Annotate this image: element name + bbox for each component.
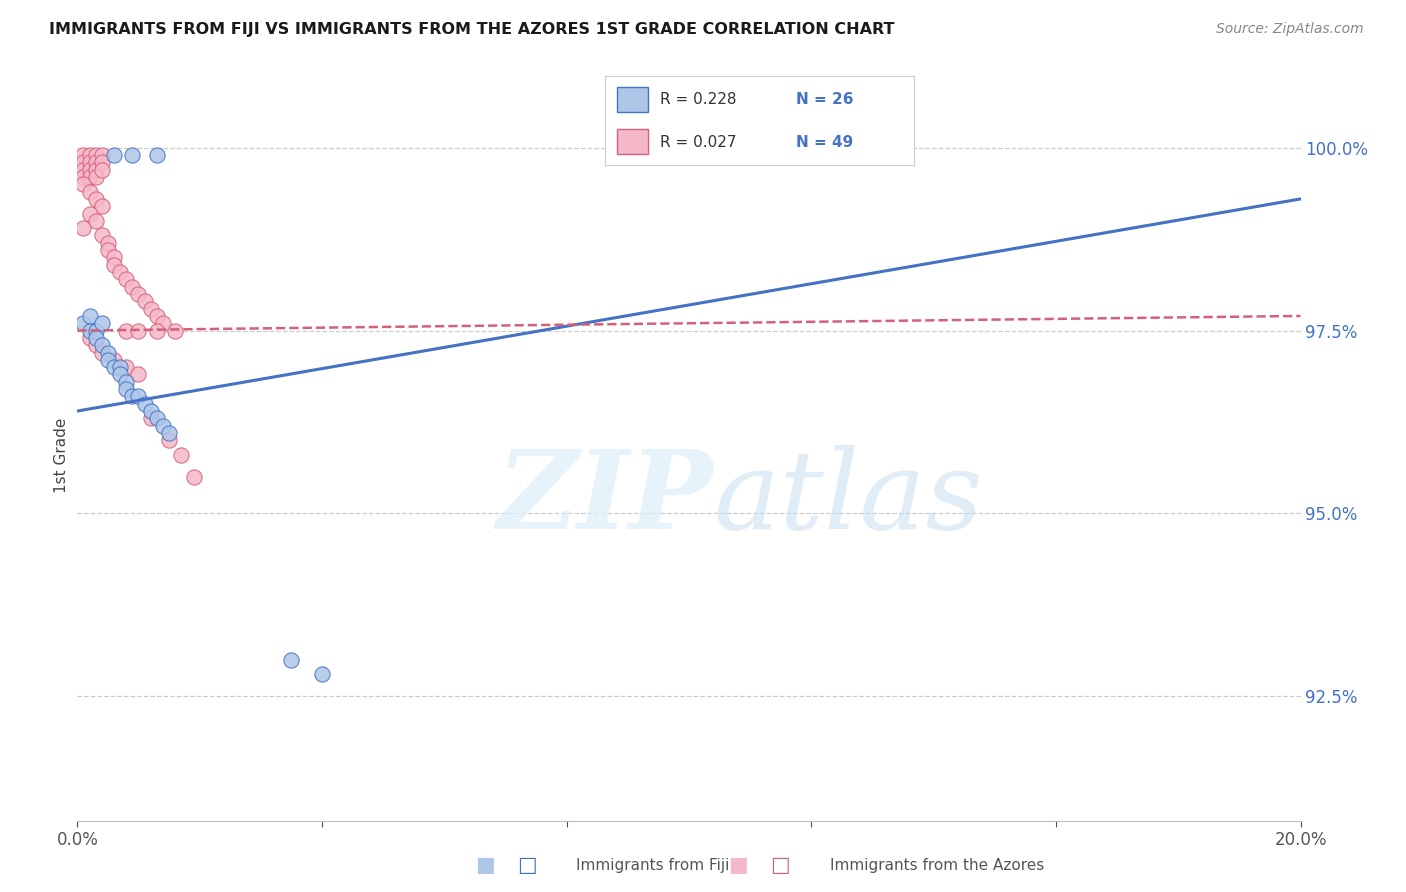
Text: N = 49: N = 49 — [796, 135, 853, 150]
Point — [146, 411, 169, 425]
Point — [108, 368, 131, 382]
Point — [72, 178, 94, 192]
Point — [121, 148, 143, 162]
Text: N = 26: N = 26 — [796, 92, 853, 107]
Point — [79, 169, 101, 184]
Point — [146, 148, 169, 162]
Point — [121, 279, 143, 293]
Point — [103, 251, 125, 265]
Point — [72, 162, 94, 177]
Point — [90, 316, 112, 330]
FancyBboxPatch shape — [617, 129, 648, 154]
Point — [157, 434, 180, 448]
Point — [152, 418, 174, 433]
Point — [115, 272, 138, 286]
Text: □: □ — [770, 855, 790, 875]
Text: ■: ■ — [475, 855, 495, 875]
Point — [128, 389, 150, 403]
Point — [90, 345, 112, 359]
Point — [103, 360, 125, 375]
Point — [72, 155, 94, 169]
Y-axis label: 1st Grade: 1st Grade — [53, 417, 69, 492]
Point — [72, 316, 94, 330]
Point — [103, 352, 125, 367]
Point — [97, 235, 120, 250]
Point — [115, 375, 138, 389]
Point — [72, 169, 94, 184]
Point — [97, 345, 120, 359]
Point — [84, 324, 107, 338]
Text: IMMIGRANTS FROM FIJI VS IMMIGRANTS FROM THE AZORES 1ST GRADE CORRELATION CHART: IMMIGRANTS FROM FIJI VS IMMIGRANTS FROM … — [49, 22, 894, 37]
Point — [157, 425, 180, 440]
Point — [72, 221, 94, 235]
Text: Immigrants from Fiji: Immigrants from Fiji — [576, 858, 730, 872]
Point — [90, 155, 112, 169]
Point — [103, 148, 125, 162]
Text: ■: ■ — [728, 855, 748, 875]
Point — [139, 301, 162, 316]
Point — [90, 162, 112, 177]
Text: R = 0.027: R = 0.027 — [661, 135, 737, 150]
Point — [90, 199, 112, 213]
Point — [79, 155, 101, 169]
Point — [84, 169, 107, 184]
Point — [84, 155, 107, 169]
Point — [108, 265, 131, 279]
Point — [84, 338, 107, 352]
Point — [121, 389, 143, 403]
Point — [79, 331, 101, 345]
Point — [90, 148, 112, 162]
Point — [152, 316, 174, 330]
Point — [90, 338, 112, 352]
Point — [84, 192, 107, 206]
Point — [134, 397, 156, 411]
Point — [170, 448, 193, 462]
Point — [128, 324, 150, 338]
Point — [84, 162, 107, 177]
Point — [139, 404, 162, 418]
Point — [97, 352, 120, 367]
Text: Immigrants from the Azores: Immigrants from the Azores — [830, 858, 1043, 872]
Point — [183, 470, 205, 484]
Point — [79, 324, 101, 338]
Point — [115, 382, 138, 396]
Point — [115, 324, 138, 338]
Text: R = 0.228: R = 0.228 — [661, 92, 737, 107]
Point — [115, 360, 138, 375]
Point — [128, 368, 150, 382]
Point — [134, 294, 156, 309]
Point — [146, 324, 169, 338]
Point — [90, 228, 112, 243]
Point — [146, 309, 169, 323]
Point — [311, 667, 333, 681]
Point — [108, 360, 131, 375]
FancyBboxPatch shape — [617, 87, 648, 112]
Text: Source: ZipAtlas.com: Source: ZipAtlas.com — [1216, 22, 1364, 37]
Text: □: □ — [517, 855, 537, 875]
Point — [84, 331, 107, 345]
Point — [139, 411, 162, 425]
Text: ZIP: ZIP — [496, 445, 713, 552]
Point — [79, 148, 101, 162]
Point — [97, 243, 120, 257]
Point — [103, 258, 125, 272]
Point — [72, 148, 94, 162]
Text: atlas: atlas — [713, 445, 983, 552]
Point — [84, 148, 107, 162]
Point — [79, 309, 101, 323]
Point — [84, 214, 107, 228]
Point — [79, 185, 101, 199]
Point — [128, 287, 150, 301]
Point — [280, 653, 302, 667]
Point — [165, 324, 187, 338]
Point — [79, 162, 101, 177]
Point — [79, 206, 101, 220]
